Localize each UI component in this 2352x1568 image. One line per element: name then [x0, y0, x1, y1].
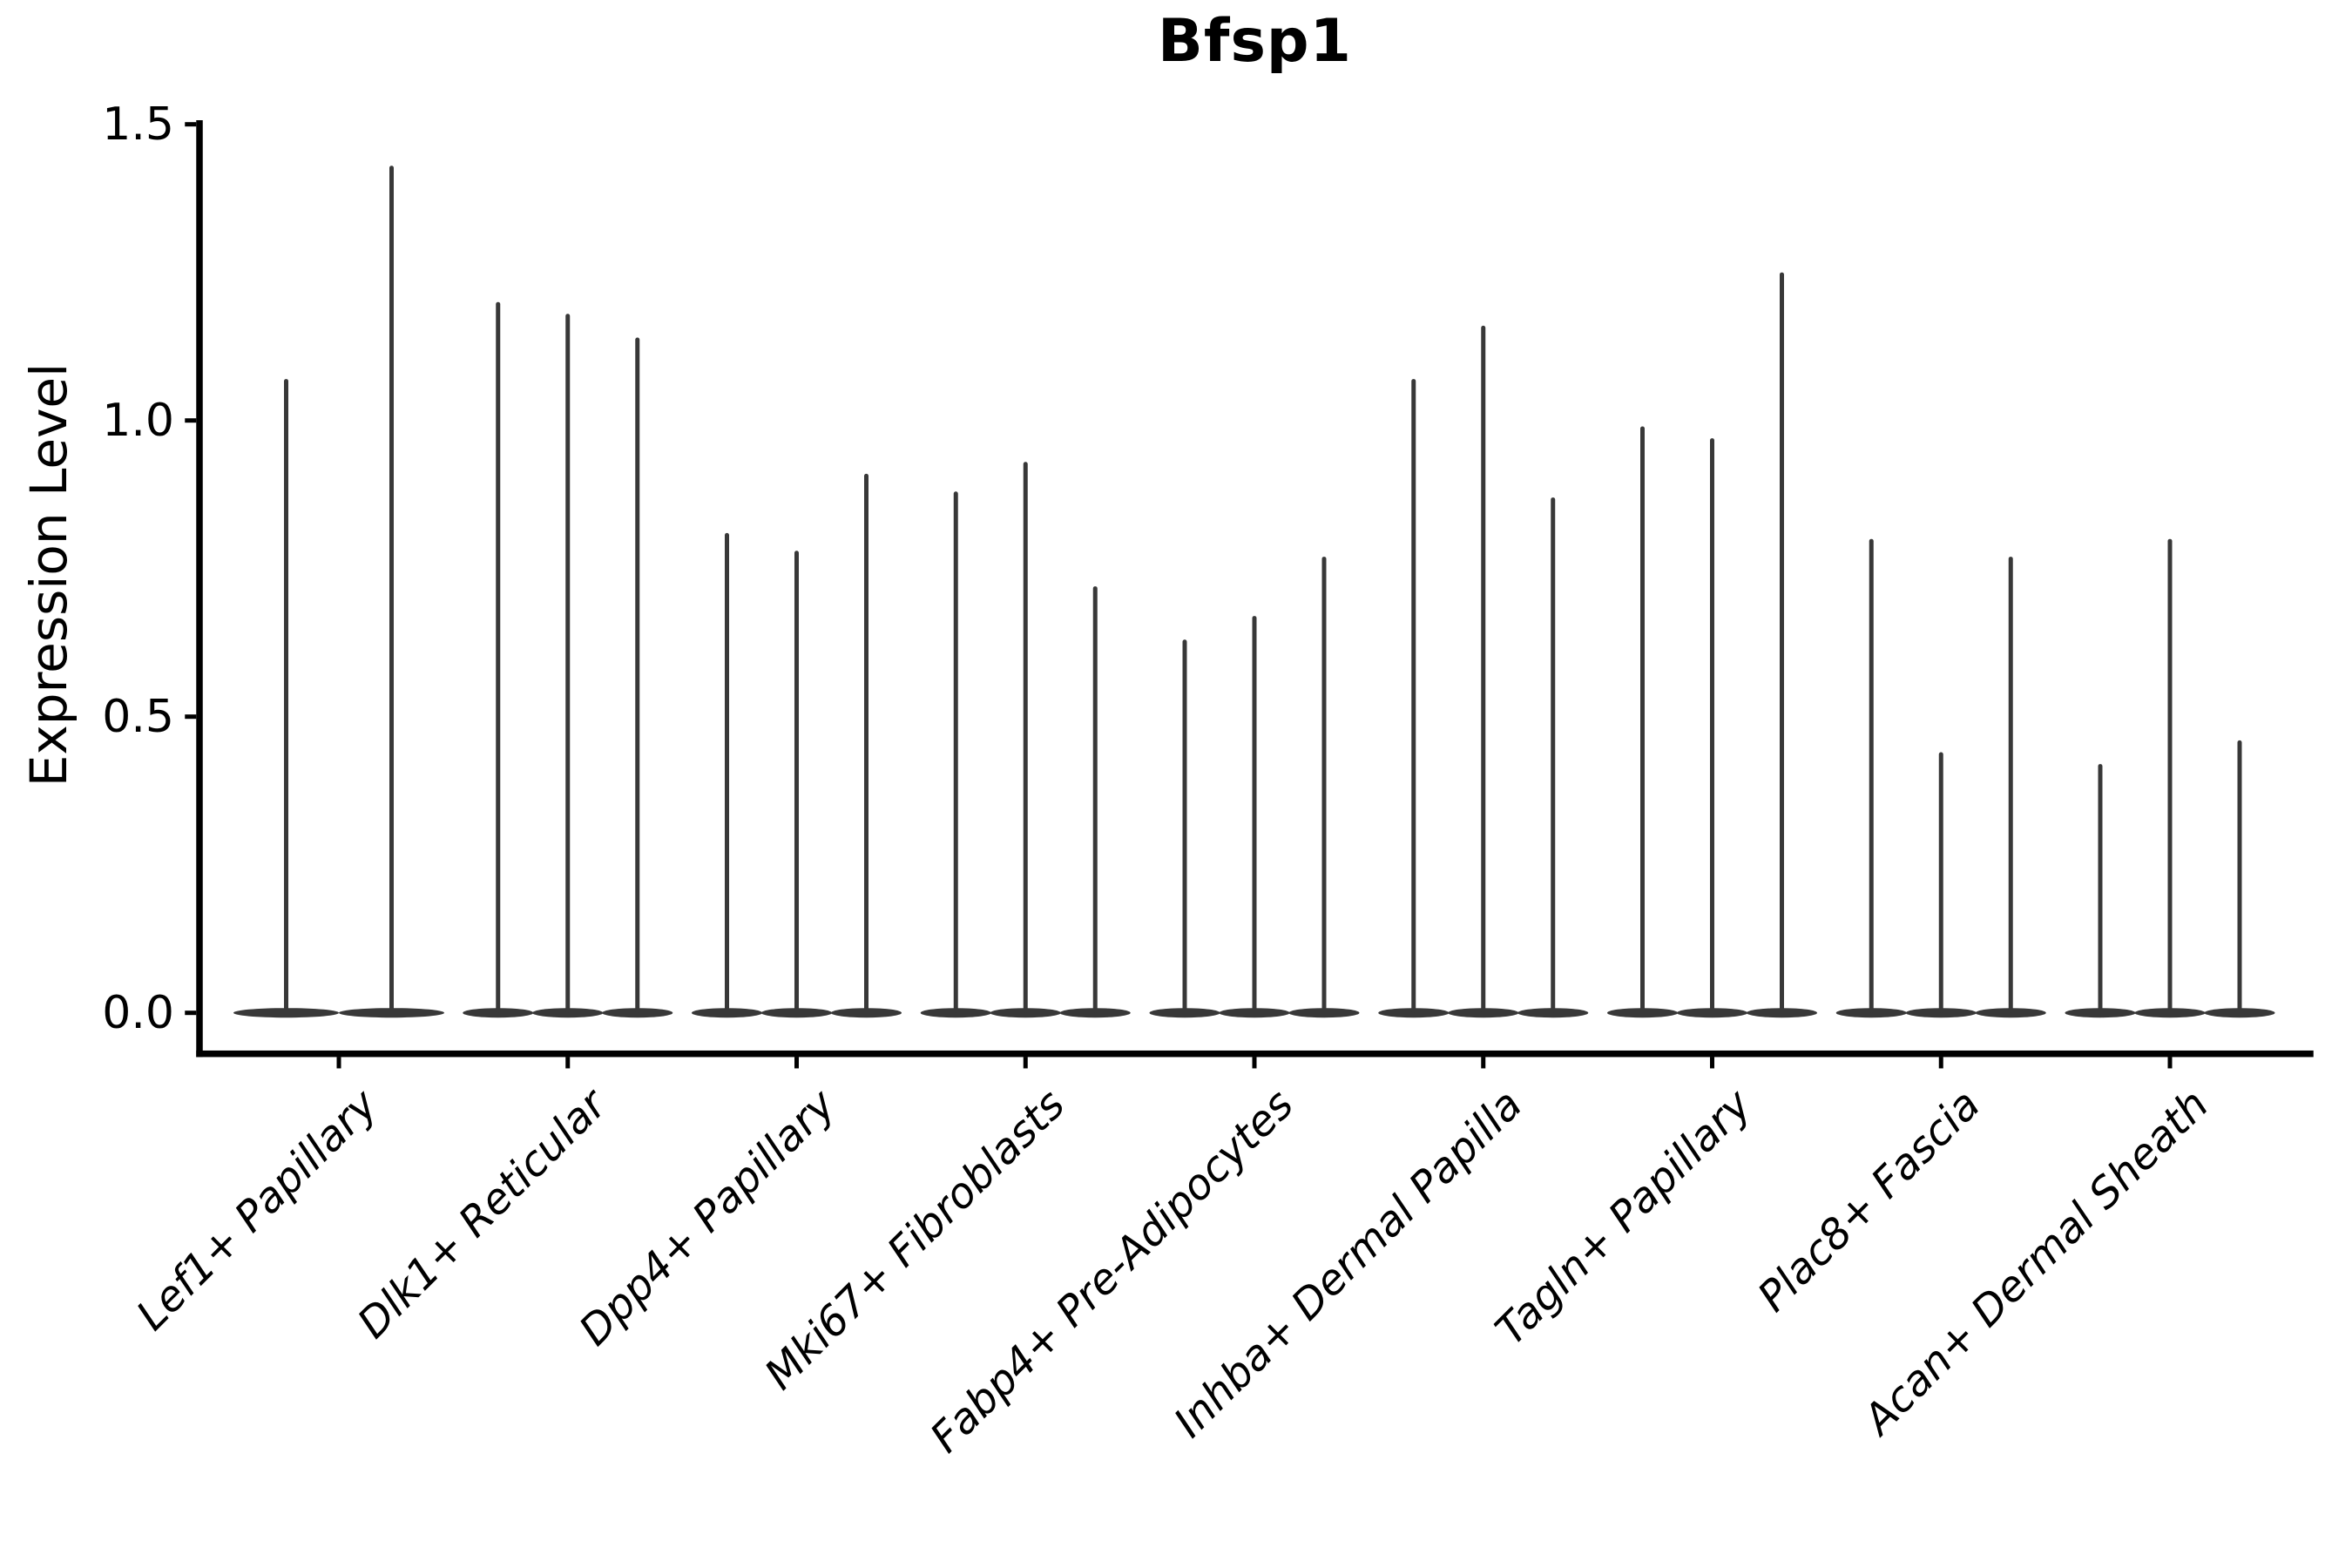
y-tick-label: 0.5	[102, 690, 174, 743]
y-tick-label: 0.0	[102, 986, 174, 1039]
violin-spike	[496, 301, 501, 1013]
violin-spike	[635, 337, 640, 1013]
violin-spike	[1252, 616, 1257, 1013]
x-tick-mark	[565, 1057, 571, 1069]
violin-spike	[1321, 557, 1327, 1013]
violin-spike	[389, 166, 394, 1013]
violin-spike	[1938, 752, 1943, 1013]
violin-spike	[864, 473, 868, 1013]
violin-spike	[1780, 272, 1784, 1013]
chart-title: Bfsp1	[1158, 7, 1352, 76]
violin-spike	[1411, 379, 1416, 1013]
violin-spike	[1710, 438, 1714, 1013]
violin-spike	[1481, 325, 1486, 1013]
x-tick-mark	[1938, 1057, 1943, 1069]
violin-spike	[565, 314, 571, 1013]
violin-spike	[1869, 538, 1874, 1013]
y-axis-spine	[196, 120, 203, 1058]
y-tick-mark	[185, 1010, 197, 1016]
x-tick-mark	[1481, 1057, 1486, 1069]
y-tick-label: 1.0	[102, 394, 174, 447]
violin-spike	[2237, 740, 2242, 1013]
y-tick-mark	[185, 418, 197, 423]
violin-spike	[284, 379, 288, 1013]
violin-spike	[1551, 497, 1556, 1013]
y-tick-mark	[185, 122, 197, 127]
violin-spike	[2008, 557, 2013, 1013]
violin-spike	[725, 532, 729, 1013]
violin-spike	[794, 551, 799, 1013]
x-tick-mark	[336, 1057, 341, 1069]
y-tick-mark	[185, 714, 197, 720]
violin-spike	[1092, 586, 1098, 1013]
y-tick-label: 1.5	[102, 98, 174, 151]
x-tick-mark	[794, 1057, 799, 1069]
x-tick-mark	[2167, 1057, 2173, 1069]
x-axis-spine	[196, 1050, 2314, 1058]
violin-spike	[953, 491, 958, 1013]
x-tick-mark	[1710, 1057, 1714, 1069]
violin-spike	[1182, 639, 1187, 1013]
violin-spike	[1640, 426, 1645, 1013]
x-tick-mark	[1023, 1057, 1028, 1069]
violin-spike	[2098, 764, 2103, 1013]
x-tick-mark	[1252, 1057, 1257, 1069]
violin-spike	[1023, 462, 1028, 1013]
violin-spike	[2167, 538, 2173, 1013]
